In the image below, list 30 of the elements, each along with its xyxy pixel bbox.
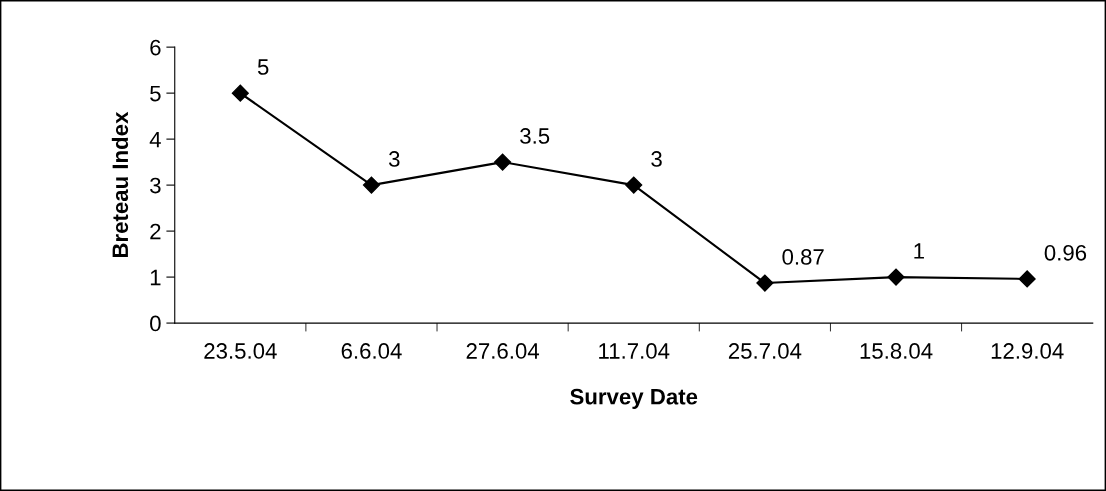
data-label: 3.5 xyxy=(520,128,550,144)
y-axis-title: Breteau Index xyxy=(111,111,129,258)
y-tick-label: 1 xyxy=(150,269,161,286)
x-axis-title: Survey Date xyxy=(570,388,698,409)
data-label: 1 xyxy=(914,243,924,259)
x-tick-label: 25.7.04 xyxy=(728,343,802,359)
point xyxy=(625,176,643,194)
x-tick-label: 11.7.04 xyxy=(599,343,670,359)
x-tick-label: 15.8.04 xyxy=(860,343,933,359)
point xyxy=(756,274,774,292)
data-label: 0.96 xyxy=(1044,244,1087,261)
data-label: 3 xyxy=(651,151,662,167)
x-tick-label: 27.6.04 xyxy=(466,343,540,359)
y-tick-label: 0 xyxy=(150,315,161,332)
x-tick-label: 23.5.04 xyxy=(204,343,277,359)
y-tick-label: 2 xyxy=(150,223,161,240)
data-label: 5 xyxy=(257,59,269,75)
data-label: 0.87 xyxy=(782,249,824,265)
point xyxy=(1018,270,1036,288)
point xyxy=(231,84,249,102)
point xyxy=(494,153,512,171)
y-tick-label: 6 xyxy=(150,39,161,56)
x-tick-label: 6.6.04 xyxy=(341,343,402,359)
y-tick-label: 4 xyxy=(149,131,161,148)
y-tick-label: 5 xyxy=(150,85,161,102)
y-tick-label: 3 xyxy=(150,177,161,194)
point xyxy=(362,176,381,194)
point xyxy=(887,268,905,286)
x-tick-label: 12.9.04 xyxy=(991,343,1064,359)
data-label: 3 xyxy=(388,151,400,167)
